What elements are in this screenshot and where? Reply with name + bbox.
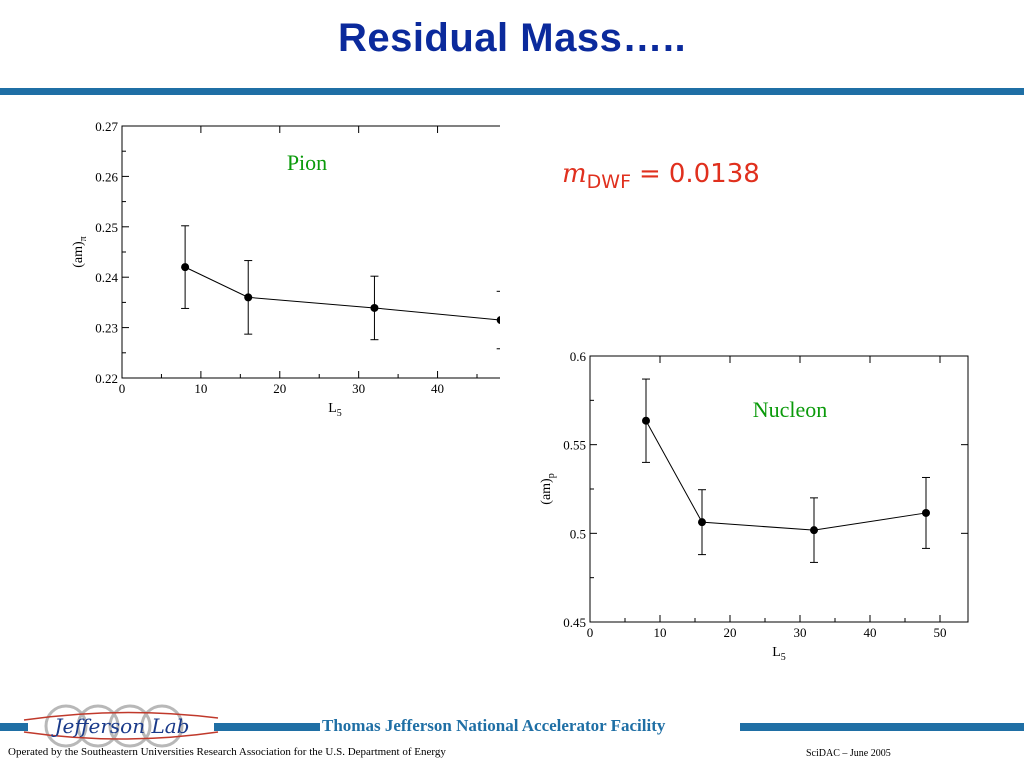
lab-name: Thomas Jefferson National Accelerator Fa… bbox=[320, 716, 668, 736]
x-tick-label: 40 bbox=[864, 625, 877, 640]
nucleon-chart: 0 10 20 30 40 50 0.45 0.5 0.55 0.6 L5 (am)p Nucleon bbox=[539, 349, 969, 663]
plot-frame bbox=[589, 355, 969, 623]
footer-event: SciDAC – June 2005 bbox=[806, 748, 891, 759]
y-tick-label: 0.6 bbox=[570, 349, 587, 364]
x-axis-label: L5 bbox=[328, 401, 342, 419]
y-axis-label: (am)π bbox=[71, 236, 89, 268]
y-axis-label-sub: p bbox=[546, 473, 557, 478]
y-tick-label: 0.45 bbox=[563, 615, 586, 630]
x-tick-label: 30 bbox=[352, 381, 365, 396]
mdwf-subscript: DWF bbox=[586, 171, 632, 193]
y-tick-label: 0.26 bbox=[95, 169, 118, 184]
y-tick-label: 0.27 bbox=[95, 119, 118, 134]
data-point bbox=[922, 508, 930, 517]
data-point bbox=[244, 293, 253, 302]
x-tick-label: 10 bbox=[194, 381, 207, 396]
x-tick-label: 20 bbox=[724, 625, 737, 640]
mdwf-annotation: mDWF = 0.0138 bbox=[562, 158, 760, 193]
slide-title: Residual Mass….. bbox=[337, 16, 687, 60]
data-point bbox=[181, 263, 190, 272]
x-axis-label-sub: 5 bbox=[781, 652, 786, 663]
x-axis-label-sub: 5 bbox=[337, 408, 342, 419]
mdwf-equals: = bbox=[639, 159, 661, 189]
y-tick-label: 0.22 bbox=[95, 371, 118, 386]
y-axis-label-sub: π bbox=[78, 236, 89, 241]
x-tick-label: 10 bbox=[654, 625, 667, 640]
x-tick-label: 50 bbox=[934, 625, 947, 640]
logo-text: Jefferson Lab bbox=[51, 714, 190, 738]
footer-operator: Operated by the Southeastern Universitie… bbox=[8, 746, 446, 758]
data-point bbox=[642, 416, 650, 425]
title-rule bbox=[0, 88, 1024, 95]
x-tick-label: 0 bbox=[587, 625, 594, 640]
data-point bbox=[370, 303, 379, 312]
series-label: Pion bbox=[287, 150, 327, 175]
x-tick-label: 0 bbox=[119, 381, 126, 396]
jefferson-lab-logo: Jefferson Lab bbox=[23, 704, 219, 748]
series-line bbox=[184, 266, 500, 321]
x-tick-label: 40 bbox=[431, 381, 444, 396]
y-tick-label: 0.5 bbox=[570, 526, 586, 541]
series-line bbox=[645, 420, 927, 531]
data-point bbox=[698, 518, 706, 527]
series-label: Nucleon bbox=[753, 397, 828, 422]
y-tick-label: 0.55 bbox=[563, 438, 586, 453]
footer-bar bbox=[0, 719, 1024, 733]
x-tick-label: 20 bbox=[273, 381, 286, 396]
y-tick-label: 0.23 bbox=[95, 321, 118, 336]
mdwf-symbol: m bbox=[562, 159, 587, 189]
data-point bbox=[810, 526, 818, 535]
y-tick-label: 0.24 bbox=[95, 270, 118, 285]
y-axis-label: (am)p bbox=[539, 473, 557, 504]
pion-chart: 010203040500.220.230.240.250.260.27L5(am… bbox=[71, 119, 500, 419]
x-tick-label: 30 bbox=[794, 625, 807, 640]
data-point bbox=[496, 316, 500, 324]
y-tick-label: 0.25 bbox=[95, 220, 118, 235]
x-axis-label: L5 bbox=[772, 645, 786, 663]
mdwf-value: 0.0138 bbox=[668, 159, 760, 189]
